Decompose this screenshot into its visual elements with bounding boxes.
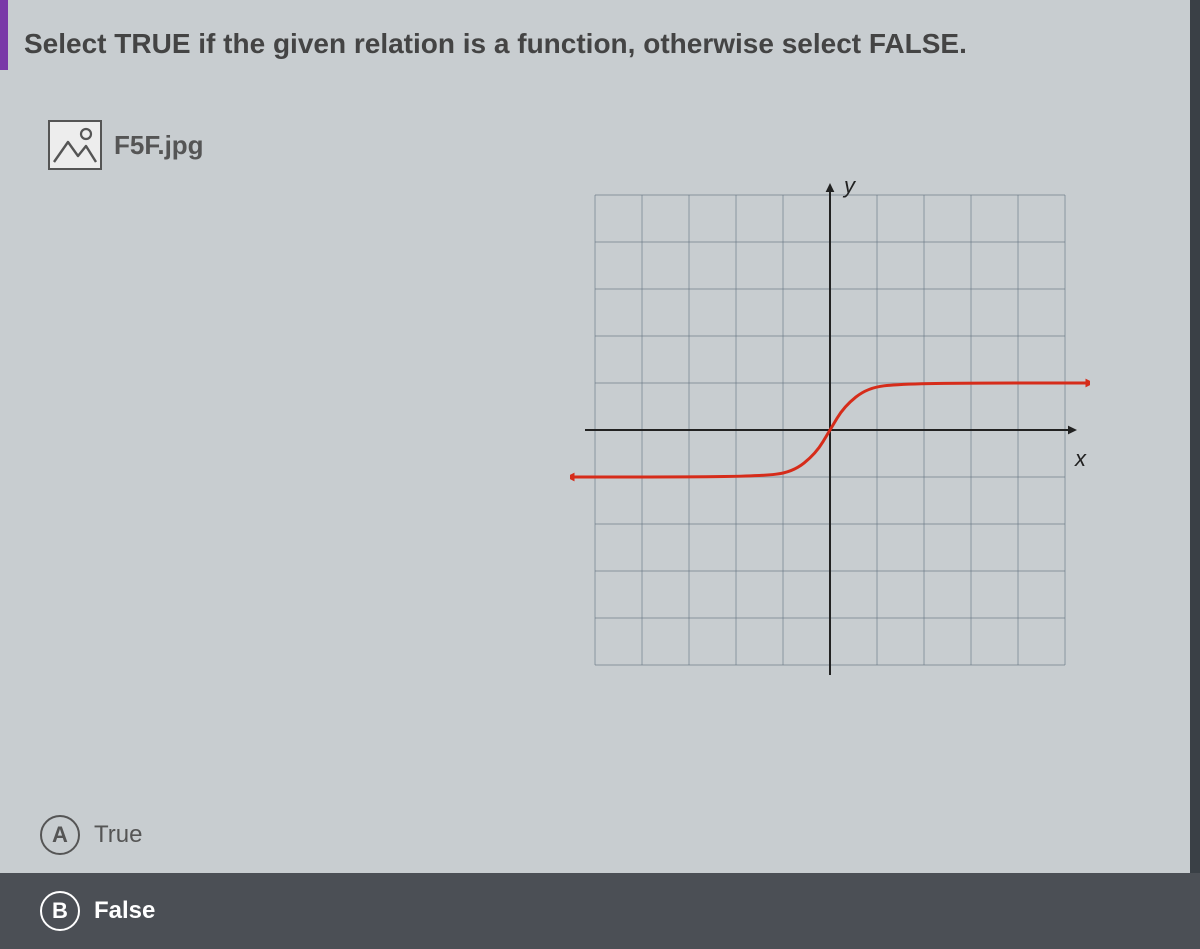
question-prompt: Select TRUE if the given relation is a f… <box>8 20 1180 80</box>
option-b-letter: B <box>40 891 80 931</box>
image-file-icon <box>48 120 102 170</box>
answer-options: A True B False <box>0 797 1200 949</box>
option-a[interactable]: A True <box>0 797 1200 873</box>
function-graph: yx <box>570 170 1090 690</box>
option-a-label: True <box>94 821 142 849</box>
accent-edge <box>0 0 8 70</box>
option-a-letter: A <box>40 815 80 855</box>
attachment-ref[interactable]: F5F.jpg <box>48 120 1180 170</box>
option-b-label: False <box>94 897 155 925</box>
svg-text:y: y <box>842 173 857 198</box>
question-content: F5F.jpg yx <box>8 80 1180 800</box>
attachment-filename: F5F.jpg <box>114 130 204 161</box>
svg-text:x: x <box>1074 446 1087 471</box>
quiz-page: Select TRUE if the given relation is a f… <box>0 0 1200 949</box>
graph-container: yx <box>570 170 1090 690</box>
option-b[interactable]: B False <box>0 873 1200 949</box>
